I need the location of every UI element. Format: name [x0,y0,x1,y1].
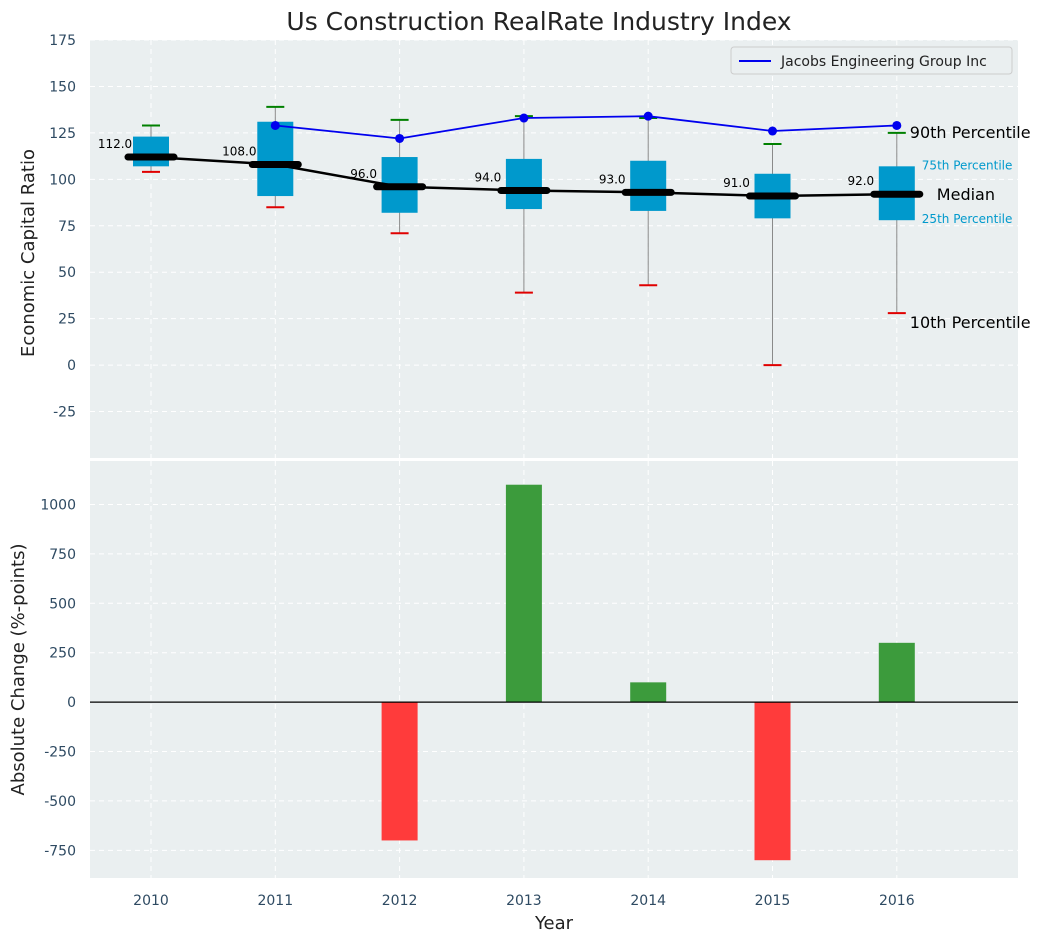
bottom-y-tick-label: 500 [49,596,76,612]
median-value-label: 108.0 [222,144,256,158]
bottom-y-tick-label: 250 [49,646,76,662]
top-y-tick-label: -25 [53,405,76,421]
median-value-label: 92.0 [847,174,874,188]
legend-label: Jacobs Engineering Group Inc [780,54,987,70]
company-series-point [270,120,280,130]
bottom-y-tick-label: -750 [44,843,76,859]
company-series-line [275,115,897,140]
annotation-median: Median [937,185,995,204]
x-tick-label: 2014 [630,893,666,909]
median-value-label: 91.0 [723,176,750,190]
top-y-tick-label: 75 [58,219,76,235]
top-y-tick-label: 125 [49,126,76,142]
bottom-y-axis-label: Absolute Change (%-points) [8,544,29,796]
x-tick-label: 2011 [257,893,293,909]
company-series-point [768,126,777,136]
top-y-axis-label: Economic Capital Ratio [18,149,39,357]
change-bar [381,702,418,841]
iqr-box [133,136,169,167]
iqr-box [630,160,667,211]
company-series-point [643,111,653,121]
median-value-label: 93.0 [599,172,626,186]
change-bar [754,702,791,861]
x-tick-label: 2016 [879,893,915,909]
company-series-point [395,133,405,143]
top-y-tick-label: 100 [49,172,76,188]
top-y-tick-label: 175 [49,33,76,49]
median-value-label: 94.0 [475,170,502,184]
company-series-point [519,113,529,123]
bottom-panel: -750 -500 -250 0 250 500 750 1000 2010 2011 2012 20… [8,461,1018,934]
bottom-y-tick-label: -500 [44,794,76,810]
top-panel: -25 0 25 50 75 100 125 150 175 Us Construction Re… [18,7,1031,458]
annotation-p10: 10th Percentile [910,313,1031,332]
x-axis-label: Year [534,913,574,934]
bottom-y-tick-label: 1000 [40,497,76,513]
chart-title: Us Construction RealRate Industry Index [286,7,791,36]
x-tick-label: 2013 [506,893,542,909]
annotation-p25: 25th Percentile [922,212,1013,226]
bottom-plot-background [90,461,1018,878]
x-tick-label: 2010 [133,893,169,909]
annotation-p90: 90th Percentile [910,123,1031,142]
change-bar [505,484,542,703]
top-y-tick-label: 25 [58,312,76,328]
change-bar [630,682,667,703]
median-value-label: 112.0 [98,137,132,151]
iqr-box [257,121,294,197]
iqr-box [505,158,542,210]
x-tick-label: 2012 [382,893,418,909]
bottom-y-tick-label: 0 [67,695,76,711]
x-tick-label: 2015 [755,893,791,909]
top-plot-background [90,40,1018,458]
bottom-y-tick-label: -250 [44,745,76,761]
change-bar [878,642,915,703]
bottom-y-tick-label: 750 [49,547,76,563]
top-y-tick-label: 0 [67,358,76,374]
top-y-tick-label: 150 [49,79,76,95]
top-y-tick-label: 50 [58,265,76,281]
annotation-p75: 75th Percentile [922,158,1013,172]
company-series-point [892,120,902,130]
median-value-label: 96.0 [350,167,377,181]
legend-box [730,46,1013,75]
